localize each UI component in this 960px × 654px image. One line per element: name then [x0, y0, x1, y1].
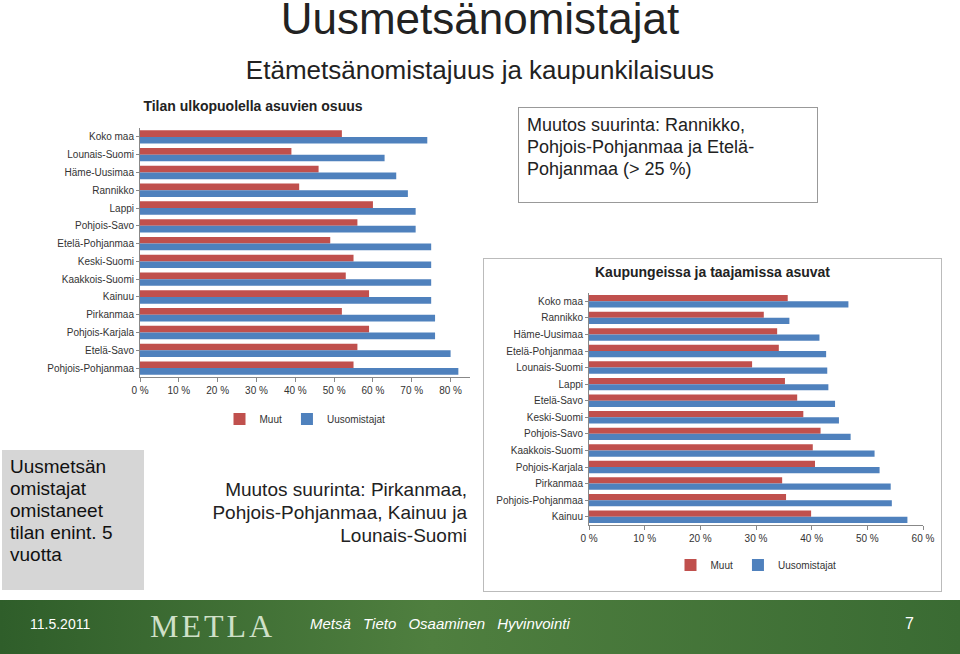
svg-text:Lounais-Suomi: Lounais-Suomi [516, 362, 583, 373]
svg-text:Etelä-Savo: Etelä-Savo [534, 395, 583, 406]
svg-text:Etelä-Pohjanmaa: Etelä-Pohjanmaa [506, 346, 583, 357]
svg-text:Etelä-Pohjanmaa: Etelä-Pohjanmaa [57, 238, 134, 249]
svg-text:20 %: 20 % [206, 385, 229, 396]
svg-text:Pohjois-Karjala: Pohjois-Karjala [516, 462, 584, 473]
html-text:METLA: METLA [150, 608, 276, 644]
html-text:Uusmetsän omistajat omistaneet: Uusmetsän omistajat omistaneet tilan eni… [10, 456, 113, 565]
svg-text:Etelä-Savo: Etelä-Savo [85, 345, 134, 356]
svg-text:40 %: 40 % [800, 533, 823, 544]
svg-text:Häme-Uusimaa: Häme-Uusimaa [514, 329, 584, 340]
svg-text:50 %: 50 % [323, 385, 346, 396]
svg-text:Rannikko: Rannikko [92, 185, 134, 196]
svg-text:Kaakkois-Suomi: Kaakkois-Suomi [511, 445, 583, 456]
html-text:Etämetsänomistajuus ja kaupunk: Etämetsänomistajuus ja kaupunkilaisuus [245, 55, 715, 85]
svg-text:Pohjois-Pohjanmaa: Pohjois-Pohjanmaa [496, 495, 583, 506]
html-text:Muutos suurinta: Pirkanmaa, Po: Muutos suurinta: Pirkanmaa, Pohjois-Pohj… [212, 479, 467, 546]
svg-text:Muut: Muut [260, 414, 282, 425]
svg-text:Lounais-Suomi: Lounais-Suomi [67, 149, 134, 160]
svg-text:10 %: 10 % [633, 533, 656, 544]
svg-text:0 %: 0 % [580, 533, 597, 544]
svg-text:Lappi: Lappi [110, 203, 134, 214]
svg-text:Kaakkois-Suomi: Kaakkois-Suomi [62, 274, 134, 285]
svg-text:Pohjois-Pohjanmaa: Pohjois-Pohjanmaa [47, 363, 134, 374]
svg-text:70 %: 70 % [400, 385, 423, 396]
svg-text:Keski-Suomi: Keski-Suomi [78, 256, 134, 267]
svg-text:Koko maa: Koko maa [89, 131, 134, 142]
svg-text:Kaupungeissa ja taajamissa asu: Kaupungeissa ja taajamissa asuvat [595, 264, 830, 280]
svg-text:Uusomistajat: Uusomistajat [778, 560, 836, 571]
svg-text:0 %: 0 % [131, 385, 148, 396]
svg-text:30 %: 30 % [245, 385, 268, 396]
svg-text:Keski-Suomi: Keski-Suomi [527, 412, 583, 423]
svg-text:30 %: 30 % [745, 533, 768, 544]
svg-text:Häme-Uusimaa: Häme-Uusimaa [65, 167, 135, 178]
html-text:11.5.2011: 11.5.2011 [30, 616, 91, 632]
svg-text:Tilan ulkopuolella asuvien osu: Tilan ulkopuolella asuvien osuus [143, 98, 362, 114]
svg-text:Rannikko: Rannikko [541, 312, 583, 323]
svg-text:Pohjois-Savo: Pohjois-Savo [75, 220, 134, 231]
svg-text:Pirkanmaa: Pirkanmaa [86, 309, 134, 320]
svg-text:60 %: 60 % [362, 385, 385, 396]
svg-text:Muut: Muut [711, 560, 733, 571]
svg-text:Lappi: Lappi [559, 379, 583, 390]
svg-text:10 %: 10 % [167, 385, 190, 396]
svg-text:Kainuu: Kainuu [552, 511, 583, 522]
html-text:7: 7 [905, 615, 914, 632]
svg-text:80 %: 80 % [439, 385, 462, 396]
html-text:Muutos suurinta: Rannikko, Poh: Muutos suurinta: Rannikko, Pohjois-Pohja… [527, 115, 755, 179]
svg-text:Koko maa: Koko maa [538, 296, 583, 307]
svg-text:Uusomistajat: Uusomistajat [327, 414, 385, 425]
svg-text:40 %: 40 % [284, 385, 307, 396]
svg-text:Kainuu: Kainuu [103, 291, 134, 302]
svg-text:Pohjois-Savo: Pohjois-Savo [524, 428, 583, 439]
svg-text:Pirkanmaa: Pirkanmaa [535, 478, 583, 489]
html-text:Metsä Tieto Osaaminen Hyvinvoi: Metsä Tieto Osaaminen Hyvinvointi [310, 615, 570, 632]
svg-text:60 %: 60 % [912, 533, 935, 544]
svg-text:Pohjois-Karjala: Pohjois-Karjala [67, 327, 135, 338]
svg-text:20 %: 20 % [689, 533, 712, 544]
svg-text:50 %: 50 % [856, 533, 879, 544]
